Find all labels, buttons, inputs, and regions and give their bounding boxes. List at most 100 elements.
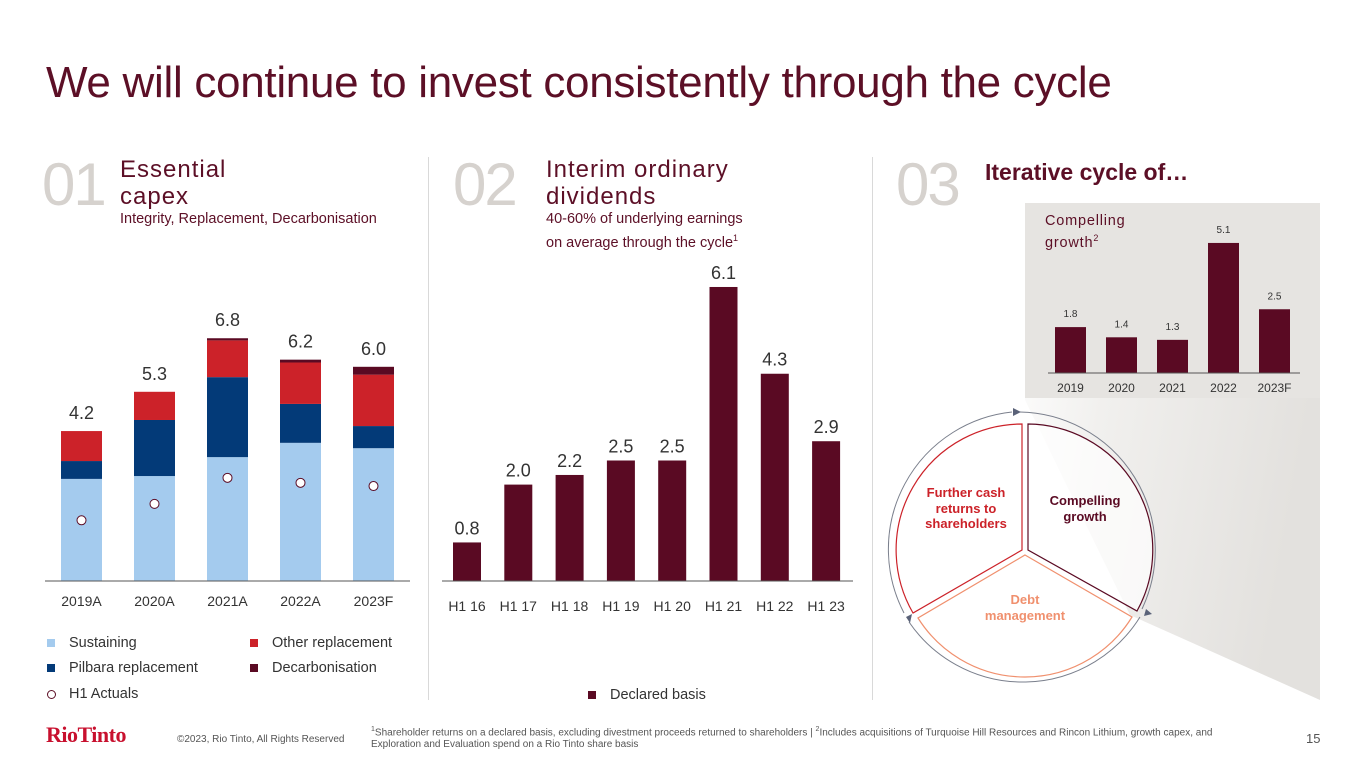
legend-label: Pilbara replacement	[69, 660, 198, 676]
bar-segment-decarbonisation	[207, 338, 248, 341]
legend-item-sustaining: Sustaining	[47, 635, 137, 651]
cycle-label-debt-line1: Debt	[1011, 592, 1041, 607]
outer-cycle-arcs	[887, 411, 1156, 683]
h1-actual-marker	[295, 477, 306, 488]
section-divider	[872, 157, 873, 700]
x-tick-label: 2022	[1210, 381, 1237, 395]
rio-tinto-logo: RioTinto	[46, 722, 126, 747]
section-number-03: 03	[896, 151, 961, 218]
bar-value-label: 5.1	[1217, 225, 1231, 236]
section1-title-line2: capex	[120, 183, 190, 210]
cycle-label-compelling-growth-line1: Compelling	[1050, 493, 1121, 508]
bar-value-label: 2.5	[1268, 291, 1282, 302]
growth-bar	[1208, 242, 1239, 373]
bar-value-label: 2.5	[660, 437, 685, 457]
bar-segment-sustaining	[134, 476, 175, 581]
bar-value-label: 1.4	[1115, 319, 1129, 330]
bar-segment-decarbonisation	[353, 366, 394, 375]
bar-value-label: 1.3	[1166, 322, 1180, 333]
bar-value-label: 1.8	[1064, 309, 1078, 320]
page-number: 15	[1306, 731, 1321, 746]
footnotes: 1Shareholder returns on a declared basis…	[371, 724, 1216, 751]
copyright: ©2023, Rio Tinto, All Rights Reserved	[177, 734, 345, 745]
dividends-chart: 0.8 H1 16 2.0 H1 17 2.2 H1 18 2.5 H1 19 2.5 H1 20…	[442, 263, 853, 614]
legend-item-other-replacement: Other replacement	[250, 635, 392, 651]
bar-segment-other-replacement	[207, 340, 248, 378]
legend-label: H1 Actuals	[69, 686, 139, 702]
section2-subtitle-line1: 40-60% of underlying earnings	[546, 211, 743, 227]
segment-debt-management	[917, 554, 1133, 678]
arc-left	[887, 411, 1013, 614]
segment-further-cash-returns	[895, 423, 1023, 614]
x-tick-label: 2019	[1057, 381, 1084, 395]
bar-total-label: 6.0	[361, 339, 386, 359]
x-tick-label: H1 21	[705, 598, 743, 614]
x-tick-label: H1 20	[654, 598, 692, 614]
legend-item-decarbonisation: Decarbonisation	[250, 660, 377, 676]
section-number-02: 02	[453, 151, 518, 218]
bar-segment-pilbara-replacement	[61, 461, 102, 479]
bar-value-label: 4.3	[762, 350, 787, 370]
x-tick-label: 2022A	[280, 593, 321, 609]
decarbonisation-swatch-icon	[250, 664, 258, 672]
bar-value-label: 2.9	[814, 417, 839, 437]
declared-basis-swatch-icon	[588, 691, 596, 699]
h1-actual-marker	[149, 498, 160, 509]
x-tick-label: 2020A	[134, 593, 175, 609]
legend-label: Other replacement	[272, 635, 393, 651]
growth-title-line2: growth2	[1045, 230, 1126, 252]
bar-segment-pilbara-replacement	[280, 403, 321, 443]
cycle-label-compelling-growth-line2: growth	[1063, 509, 1106, 524]
x-tick-label: H1 18	[551, 598, 589, 614]
dividend-bar	[504, 484, 533, 581]
h1-actuals-circle-icon	[47, 689, 56, 699]
cycle-label-debt-line2: management	[985, 608, 1066, 623]
cycle-label-further-cash-line1: Further cash	[927, 485, 1006, 500]
growth-bar	[1259, 309, 1290, 373]
cycle-diagram: Further cash returns to shareholders Com…	[887, 408, 1156, 683]
bar-segment-sustaining	[61, 478, 102, 581]
capex-chart: 4.2 2019A 5.3 2020A 6.8 2021A 6.2 2022A 6.0 2023F	[45, 310, 410, 609]
section3-title: Iterative cycle of…	[985, 159, 1189, 185]
pilbara-swatch-icon	[47, 664, 55, 672]
growth-chart: 1.8 2019 1.4 2020 1.3 2021 5.1 2022 2.5 2023F	[1048, 225, 1300, 395]
bar-total-label: 5.3	[142, 364, 167, 384]
growth-title: Compelling growth2	[1045, 213, 1126, 252]
bar-segment-decarbonisation	[280, 359, 321, 363]
bar-value-label: 2.0	[506, 461, 531, 481]
bar-segment-sustaining	[280, 442, 321, 581]
bar-total-label: 6.8	[215, 310, 240, 330]
x-tick-label: 2021A	[207, 593, 248, 609]
x-tick-label: H1 17	[500, 598, 538, 614]
h1-actual-marker	[368, 481, 379, 492]
section1-subtitle: Integrity, Replacement, Decarbonisation	[120, 211, 377, 227]
footnote-ref: 1	[733, 233, 739, 243]
segment-compelling-growth	[1027, 423, 1154, 612]
growth-bar	[1106, 337, 1137, 373]
bar-segment-other-replacement	[353, 374, 394, 427]
dividend-bar	[812, 441, 841, 581]
h1-actual-marker	[76, 515, 87, 526]
bar-segment-other-replacement	[280, 362, 321, 404]
bar-segment-sustaining	[353, 448, 394, 581]
arc-bottom	[908, 616, 1141, 683]
section2-subtitle-line2: on average through the cycle1	[546, 229, 743, 253]
x-tick-label: 2021	[1159, 381, 1186, 395]
x-tick-label: H1 19	[602, 598, 640, 614]
subtitle-text: on average through the cycle	[546, 234, 734, 251]
legend-item-h1-actuals: H1 Actuals	[47, 686, 138, 702]
x-tick-label: 2019A	[61, 593, 102, 609]
section-number-01: 01	[42, 151, 107, 218]
legend-item-declared-basis: Declared basis	[588, 687, 706, 703]
dividend-bar	[606, 460, 635, 581]
bar-value-label: 2.2	[557, 451, 582, 471]
section2-title-line2: dividends	[546, 183, 657, 210]
x-tick-label: 2023F	[1257, 381, 1291, 395]
legend-label: Decarbonisation	[272, 660, 377, 676]
bar-total-label: 6.2	[288, 332, 313, 352]
x-tick-label: H1 22	[756, 598, 794, 614]
footnote-ref: 2	[1093, 233, 1100, 243]
growth-bar	[1157, 339, 1188, 373]
footnote-2: Includes acquisitions of Turquoise Hill …	[371, 727, 1213, 751]
h1-actual-marker	[222, 472, 233, 483]
